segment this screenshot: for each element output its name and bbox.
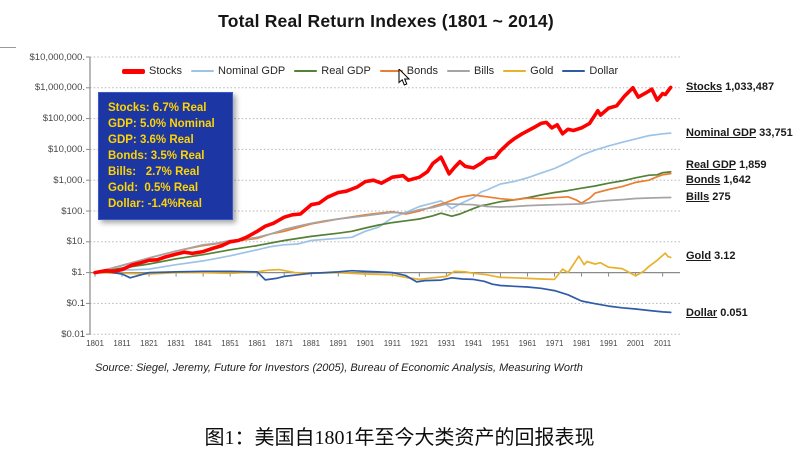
- figure-caption: 图1：美国自1801年至今大类资产的回报表现: [204, 427, 595, 449]
- annotation-line: GDP: 3.6% Real: [108, 134, 194, 146]
- left-margin-line: [0, 47, 16, 48]
- legend-label: Bills: [474, 65, 495, 77]
- end-label-value: 1,033,487: [722, 81, 775, 93]
- legend-label: Gold: [530, 65, 554, 77]
- legend-label: Dollar: [589, 65, 619, 77]
- end-label-name: Nominal GDP: [686, 127, 757, 139]
- y-tick-label: $0.01: [61, 328, 85, 340]
- y-tick-label: $10,000,000.: [29, 51, 85, 63]
- x-tick-label: 1961: [518, 339, 537, 348]
- y-tick-label: $0.1: [66, 297, 86, 309]
- series-end-label-stocks: Stocks 1,033,487: [686, 81, 774, 93]
- x-tick-label: 1991: [599, 339, 618, 348]
- y-tick-label: $10.: [66, 236, 86, 248]
- x-tick-label: 1801: [86, 339, 104, 348]
- legend-item-stocks: Stocks: [122, 65, 182, 77]
- legend-item-bills: Bills: [447, 65, 494, 77]
- series-line-gold: [94, 252, 672, 281]
- annotation-line: Bills: 2.7% Real: [108, 166, 200, 178]
- legend-label: Nominal GDP: [218, 65, 286, 77]
- plot-area: [86, 56, 680, 335]
- series-line-dollar: [94, 269, 672, 314]
- end-label-value: 3.12: [711, 250, 736, 262]
- source-note: Source: Siegel, Jeremy, Future for Inves…: [95, 362, 583, 374]
- end-label-value: 0.051: [717, 307, 748, 319]
- legend-label: Stocks: [149, 65, 183, 77]
- legend-swatch: [447, 69, 470, 73]
- x-tick-label: 2001: [626, 339, 645, 348]
- series-end-label-nominal-gdp: Nominal GDP 33,751: [686, 127, 793, 139]
- x-tick-label: 2011: [654, 339, 672, 348]
- end-label-name: Bonds: [686, 174, 721, 186]
- y-tick-label: $1,000.: [53, 174, 85, 186]
- end-label-value: 33,751: [756, 127, 793, 139]
- legend-swatch: [191, 69, 215, 73]
- x-tick-label: 1851: [221, 339, 240, 348]
- annotation-line: GDP: 5.0% Nominal: [108, 118, 215, 130]
- x-tick-label: 1911: [383, 339, 401, 348]
- series-end-label-dollar: Dollar 0.051: [686, 307, 748, 319]
- x-tick-label: 1881: [302, 339, 321, 348]
- legend-swatch: [122, 68, 145, 74]
- legend-swatch: [562, 69, 586, 73]
- y-tick-label: $10,000.: [48, 143, 85, 155]
- end-label-name: Real GDP: [686, 159, 736, 171]
- x-tick-label: 1841: [194, 339, 212, 348]
- y-tick-label: $1.: [71, 267, 85, 279]
- legend-label: Real GDP: [321, 65, 371, 77]
- legend-swatch: [294, 69, 318, 73]
- x-tick-label: 1981: [572, 339, 591, 348]
- series-line-stocks: [93, 85, 673, 275]
- legend-swatch: [503, 69, 527, 73]
- x-tick-label: 1821: [140, 339, 158, 348]
- x-tick-label: 1931: [437, 339, 456, 348]
- series-end-label-bills: Bills 275: [686, 191, 731, 203]
- x-tick-label: 1951: [491, 339, 510, 348]
- series-end-label-gold: Gold 3.12: [686, 250, 736, 262]
- y-tick-label: $100,000.: [42, 113, 85, 125]
- legend-item-dollar: Dollar: [562, 65, 618, 77]
- end-label-value: 1,859: [735, 159, 767, 171]
- total-real-return-chart: Total Real Return Indexes (1801 ~ 2014) …: [29, 11, 793, 374]
- chart-title: Total Real Return Indexes (1801 ~ 2014): [218, 11, 554, 31]
- end-label-value: 275: [709, 191, 731, 203]
- legend-item-nominal-gdp: Nominal GDP: [191, 65, 285, 77]
- x-tick-label: 1971: [545, 339, 564, 348]
- returns-annotation-box: Stocks: 6.7% Real GDP: 5.0% Nominal GDP: 3…: [98, 92, 233, 220]
- chart-legend: Stocks Nominal GDP Real GDP Bonds Bills Gold D…: [122, 64, 618, 78]
- series-line-nominal-gdp: [94, 132, 672, 274]
- series-end-label-bonds: Bonds 1,642: [686, 174, 751, 186]
- x-tick-label: 1861: [248, 339, 267, 348]
- annotation-line: Stocks: 6.7% Real: [108, 102, 207, 114]
- legend-item-bonds: Bonds: [379, 65, 438, 77]
- end-label-name: Gold: [686, 250, 712, 262]
- annotation-line: Dollar: -1.4%Real: [108, 198, 202, 210]
- series-end-label-real-gdp: Real GDP 1,859: [686, 159, 767, 171]
- end-label-value: 1,642: [720, 174, 751, 186]
- x-tick-label: 1891: [329, 339, 348, 348]
- legend-item-gold: Gold: [503, 65, 553, 77]
- end-label-name: Bills: [686, 191, 710, 203]
- end-label-name: Dollar: [686, 307, 718, 319]
- x-tick-label: 1941: [464, 339, 483, 348]
- annotation-line: Bonds: 3.5% Real: [108, 150, 205, 162]
- x-tick-label: 1831: [167, 339, 185, 348]
- end-label-name: Stocks: [686, 81, 723, 93]
- annotation-line: Gold: 0.5% Real: [108, 182, 199, 194]
- series-line-real-gdp: [94, 171, 672, 274]
- x-tick-label: 1901: [356, 339, 375, 348]
- x-tick-label: 1871: [275, 339, 294, 348]
- legend-item-real-gdp: Real GDP: [294, 65, 371, 77]
- y-tick-label: $1,000,000.: [34, 82, 85, 94]
- legend-label: Bonds: [406, 65, 438, 77]
- mouse-cursor-icon: [398, 69, 411, 86]
- x-tick-label: 1921: [410, 339, 429, 348]
- legend-swatch: [379, 69, 403, 73]
- x-tick-label: 1811: [113, 339, 131, 348]
- y-tick-label: $100.: [61, 205, 85, 217]
